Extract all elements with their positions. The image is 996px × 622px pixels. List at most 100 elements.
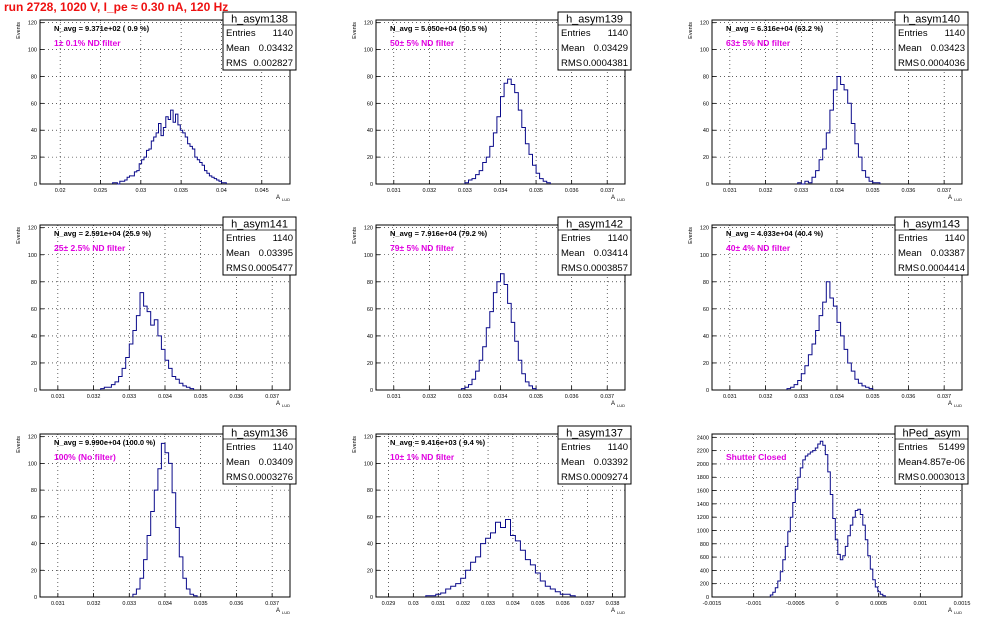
x-tick-label: 0.037 (265, 601, 279, 607)
histogram-name: h_asym139 (566, 14, 623, 26)
x-tick-label: 0.031 (723, 188, 737, 194)
y-tick-label: 100 (364, 48, 373, 54)
y-tick-label: 0 (370, 595, 373, 601)
x-axis-label: A (611, 401, 615, 407)
y-tick-label: 20 (31, 568, 37, 574)
stats-key: Entries (226, 442, 256, 453)
stats-key: Entries (561, 442, 591, 453)
stats-key: RMS (226, 472, 247, 483)
y-tick-label: 60 (703, 101, 709, 107)
x-axis-label-subscript: LUD (954, 610, 962, 615)
stats-key: Mean (226, 43, 250, 54)
stats-key: RMS (561, 58, 582, 69)
x-axis-label-subscript: LUD (617, 197, 625, 202)
stats-value: 0.0005477 (248, 263, 293, 274)
x-axis-label-subscript: LUD (617, 610, 625, 615)
y-tick-label: 1000 (697, 528, 709, 534)
x-tick-label: 0.035 (866, 188, 880, 194)
y-tick-label: 20 (31, 155, 37, 161)
stats-value: 1140 (608, 28, 628, 39)
y-tick-label: 60 (703, 307, 709, 313)
x-tick-label: 0.034 (158, 394, 172, 400)
stats-value: 0.0003276 (248, 472, 293, 483)
x-tick-label: 0.036 (556, 601, 570, 607)
x-axis-label: A (276, 401, 280, 407)
y-tick-label: 100 (364, 253, 373, 259)
stats-key: Mean (226, 248, 250, 259)
x-tick-label: 0.035 (174, 188, 188, 194)
histogram-panel-h_asym139: 0.031 0.032 0.033 0.034 0.035 0.036 0.037 0 20 40… (352, 11, 632, 202)
x-tick-label: 0.032 (759, 188, 773, 194)
y-tick-label: 80 (703, 280, 709, 286)
stats-value: 1140 (945, 233, 965, 244)
x-tick-label: 0.032 (87, 601, 101, 607)
x-tick-label: 0.037 (581, 601, 595, 607)
stats-value: 0.03392 (594, 457, 628, 468)
stats-key: RMS (226, 58, 247, 69)
histogram-name: h_asym136 (231, 428, 288, 440)
navg-label: N_avg = 9.371e+02 ( 0.9 %) (54, 24, 150, 33)
x-tick-label: 0.036 (230, 394, 244, 400)
stats-box: h_asym136 Entries 1140 Mean 0.03409 RMS 0.0003… (222, 425, 297, 485)
stats-value: 0.0004381 (583, 58, 628, 69)
x-tick-label: 0.034 (158, 601, 172, 607)
y-tick-label: 60 (31, 101, 37, 107)
x-tick-label: 0.036 (565, 188, 579, 194)
x-tick-label: 0.037 (600, 394, 614, 400)
x-tick-label: 0.037 (937, 394, 951, 400)
stats-value: 0.03387 (931, 248, 965, 259)
histogram-name: hPed_asym (902, 428, 960, 440)
y-tick-label: 0 (370, 182, 373, 188)
y-tick-label: 80 (367, 488, 373, 494)
x-tick-label: 0.03 (408, 601, 419, 607)
filter-label: 50± 5% ND filter (390, 38, 455, 48)
filter-label: 10± 1% ND filter (390, 452, 455, 462)
stats-value: 0.0004036 (920, 58, 965, 69)
y-tick-label: 20 (367, 361, 373, 367)
y-tick-label: 2000 (697, 462, 709, 468)
filter-label: 25± 2.5% ND filter (54, 243, 126, 253)
stats-box-frame (894, 216, 969, 276)
stats-key: Mean (561, 457, 585, 468)
x-tick-label: 0.001 (913, 601, 927, 607)
stats-box-frame (557, 425, 632, 485)
navg-label: N_avg = 2.591e+04 (25.9 %) (54, 229, 152, 238)
histogram-name: h_asym143 (903, 219, 960, 231)
histogram-panel-hPed_asym: -0.0015 -0.001 -0.0005 0 0.0005 0.001 0.0015 0 2… (697, 425, 970, 615)
y-axis-label: Events (16, 227, 22, 244)
stats-value: 1140 (273, 28, 293, 39)
filter-label: 40± 4% ND filter (726, 243, 791, 253)
y-tick-label: 120 (364, 435, 373, 441)
stats-value: 0.0009274 (583, 472, 628, 483)
y-tick-label: 40 (31, 128, 37, 134)
stats-key: Entries (898, 233, 928, 244)
y-tick-label: 100 (28, 253, 37, 259)
stats-box-frame (222, 425, 297, 485)
x-tick-label: 0.029 (382, 601, 396, 607)
y-tick-label: 120 (28, 21, 37, 27)
histogram-name: h_asym142 (566, 219, 623, 231)
y-tick-label: 1600 (697, 489, 709, 495)
x-axis-label-subscript: LUD (954, 197, 962, 202)
histogram-line (425, 519, 576, 597)
x-tick-label: 0.035 (529, 394, 543, 400)
y-tick-label: 1200 (697, 515, 709, 521)
histogram-line (769, 440, 886, 597)
stats-key: Entries (561, 28, 591, 39)
y-tick-label: 60 (31, 307, 37, 313)
x-axis-label-subscript: LUD (617, 403, 625, 408)
stats-value: -4.857e-06 (919, 457, 965, 468)
x-axis-label-subscript: LUD (282, 610, 290, 615)
y-tick-label: 100 (700, 253, 709, 259)
y-tick-label: 120 (700, 226, 709, 232)
x-tick-label: 0.035 (194, 601, 208, 607)
navg-label: N_avg = 9.990e+04 (100.0 %) (54, 438, 156, 447)
x-tick-label: -0.001 (746, 601, 762, 607)
y-tick-label: 1400 (697, 502, 709, 508)
x-tick-label: 0.032 (759, 394, 773, 400)
x-axis-label: A (948, 401, 952, 407)
stats-value: 0.03409 (259, 457, 293, 468)
stats-value: 1140 (608, 233, 628, 244)
